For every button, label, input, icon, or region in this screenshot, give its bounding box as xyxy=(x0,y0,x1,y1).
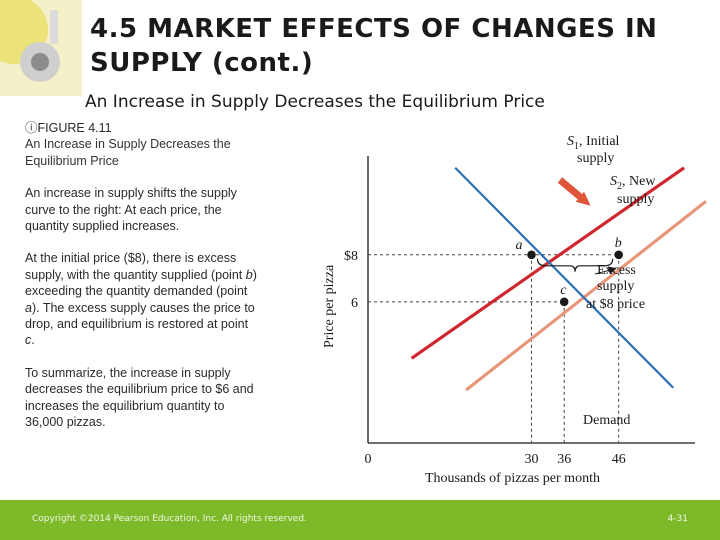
x-tick-label-36: 36 xyxy=(557,452,571,467)
series-line-demand xyxy=(454,166,674,389)
copyright-text: Copyright ©2014 Pearson Education, Inc. … xyxy=(32,514,307,524)
s2-label-line2: supply xyxy=(617,192,654,207)
point-b xyxy=(614,250,623,260)
s2-label: S2, New xyxy=(610,174,656,192)
slide-title: 4.5 MARKET EFFECTS OF CHANGES IN SUPPLY … xyxy=(90,14,658,78)
footer-bar: Copyright ©2014 Pearson Education, Inc. … xyxy=(0,500,720,540)
point-label-c: c xyxy=(560,283,567,298)
point-label-b: b xyxy=(615,236,622,251)
figure-caption: An Increase in Supply Decreases the Equi… xyxy=(25,137,231,168)
excess-supply-label-line1: Excess xyxy=(597,263,636,278)
paragraph-summary: To summarize, the increase in supply dec… xyxy=(25,365,254,430)
series-line-s1-initial-supply xyxy=(410,166,686,360)
figure-marker-icon: ⓘ xyxy=(25,121,38,135)
point-a xyxy=(527,250,536,260)
x-tick-label-46: 46 xyxy=(612,452,626,467)
corner-decoration xyxy=(0,0,82,96)
y-axis-label: Price per pizza xyxy=(322,264,337,348)
page-number: 4-31 xyxy=(667,514,688,524)
excess-supply-callout-arrow xyxy=(594,266,617,275)
series-line-s2-new-supply xyxy=(465,200,707,392)
paragraph-shift: An increase in supply shifts the supply … xyxy=(25,186,237,234)
point-label-a: a xyxy=(516,238,523,253)
s1-label: S1, Initial xyxy=(567,134,620,152)
x-tick-label-0: 0 xyxy=(365,452,372,467)
y-tick-label-6: 6 xyxy=(351,296,358,311)
s1-label-line2: supply xyxy=(577,151,614,166)
excess-supply-label-line2: supply xyxy=(597,279,634,294)
figure-description: ⓘFIGURE 4.11 An Increase in Supply Decre… xyxy=(25,120,257,447)
slide-subtitle: An Increase in Supply Decreases the Equi… xyxy=(85,92,545,112)
demand-label: Demand xyxy=(583,413,630,428)
paragraph-excess-supply: At the initial price ($8), there is exce… xyxy=(25,251,257,348)
x-axis-label: Thousands of pizzas per month xyxy=(425,471,600,486)
x-tick-label-30: 30 xyxy=(525,452,539,467)
excess-supply-brace xyxy=(536,258,614,272)
excess-supply-label-line3: at $8 price xyxy=(586,297,645,312)
supply-shift-arrow-icon xyxy=(557,177,591,206)
point-c xyxy=(559,297,569,307)
figure-heading: ⓘFIGURE 4.11 xyxy=(25,120,257,136)
supply-demand-chart: a b c $8 6 0 30 36 46 Thousands of pizza… xyxy=(322,134,707,486)
y-tick-label-8: $8 xyxy=(344,249,358,264)
figure-label: FIGURE 4.11 xyxy=(37,121,112,135)
